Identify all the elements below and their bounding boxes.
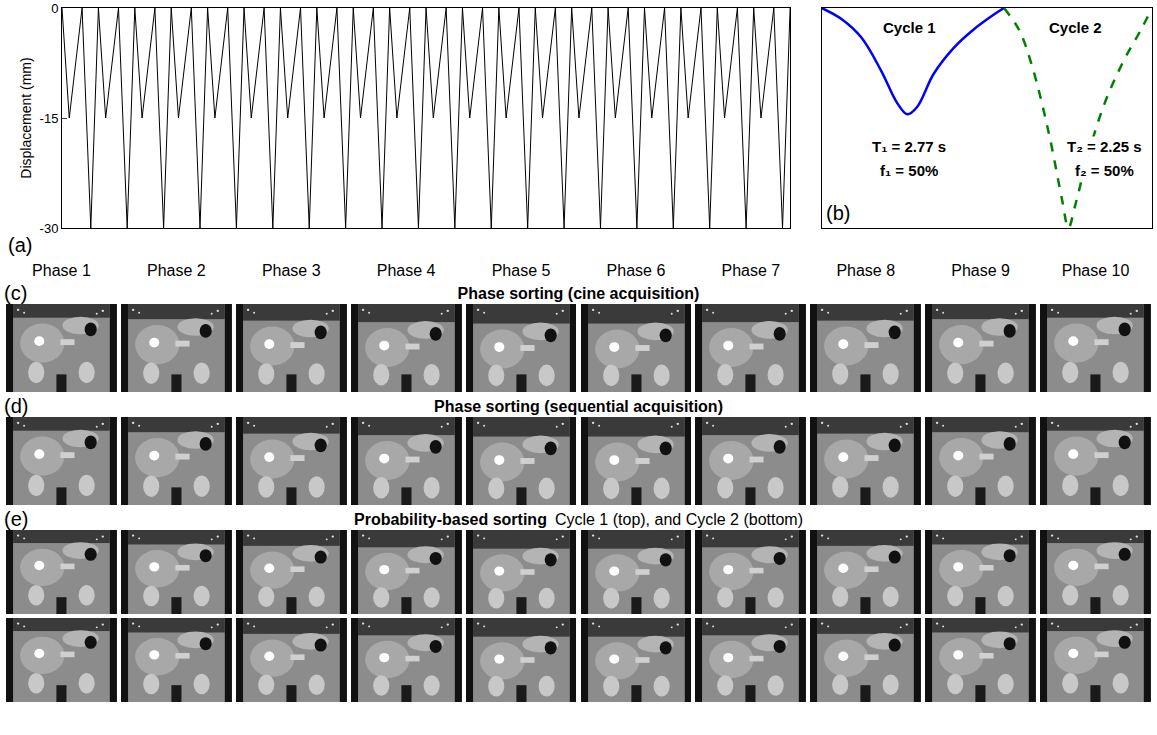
html-text:Phase 10: Phase 10 [1061, 262, 1130, 279]
html-text:Probability-based sorting: Probability-based sorting [354, 511, 547, 528]
html-text:Phase 7: Phase 7 [721, 262, 781, 279]
svg-text:0: 0 [51, 1, 58, 16]
html-text:Phase 9: Phase 9 [951, 262, 1010, 279]
svg-text:f₂ = 50%: f₂ = 50% [1075, 162, 1134, 179]
svg-text:(a): (a) [8, 234, 32, 256]
svg-text:T₁ = 2.77 s: T₁ = 2.77 s [872, 138, 946, 155]
html-text:(d): (d) [4, 395, 29, 417]
svg-text:Displacement (mm): Displacement (mm) [18, 57, 34, 178]
html-text:(e): (e) [4, 508, 29, 530]
html-text:Phase 6: Phase 6 [606, 262, 666, 279]
html-text:Cycle 1 (top), and Cycle 2 (bo: Cycle 1 (top), and Cycle 2 (bottom) [554, 511, 803, 528]
svg-text:-15: -15 [40, 111, 59, 126]
html-text:Phase sorting (sequential acqu: Phase sorting (sequential acquisition) [434, 398, 723, 415]
svg-text:Cycle 2: Cycle 2 [1049, 19, 1102, 36]
svg-text:(b): (b) [826, 202, 850, 224]
html-text:Phase 2: Phase 2 [147, 262, 206, 279]
svg-text:Cycle 1: Cycle 1 [883, 19, 936, 36]
svg-text:-30: -30 [40, 221, 59, 236]
html-text:Phase sorting (cine acquisitio: Phase sorting (cine acquisition) [457, 285, 700, 302]
html-text:(c): (c) [4, 282, 28, 304]
svg-text:f₁ = 50%: f₁ = 50% [880, 162, 938, 179]
html-text:Phase 8: Phase 8 [836, 262, 896, 279]
html-text:Phase 5: Phase 5 [491, 262, 551, 279]
html-text:Phase 4: Phase 4 [376, 262, 436, 279]
html-text:Phase 1: Phase 1 [32, 262, 91, 279]
html-text:Phase 3: Phase 3 [261, 262, 321, 279]
svg-text:T₂ = 2.25 s: T₂ = 2.25 s [1067, 138, 1142, 155]
